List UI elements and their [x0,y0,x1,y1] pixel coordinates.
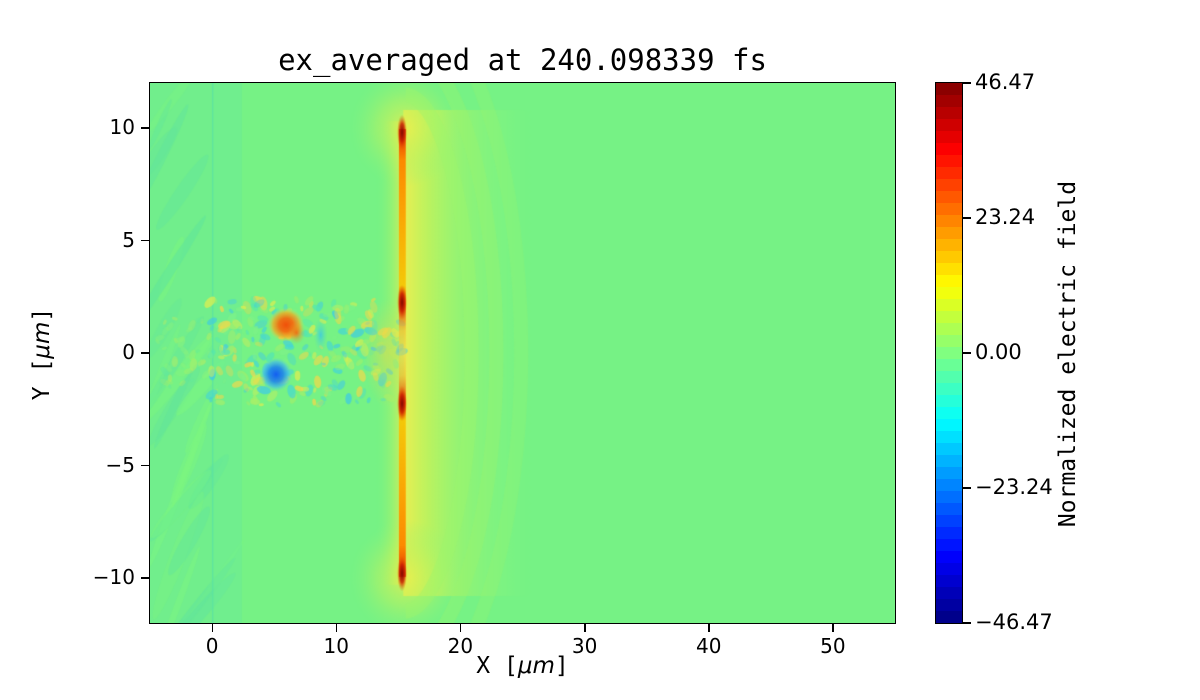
colorbar-tick-mark [963,217,971,219]
x-tick-mark [335,624,338,632]
y-tick-label: 10 [109,115,135,139]
x-tick-mark [832,624,834,632]
y-axis-label-name: Y [ [29,358,55,401]
x-tick-mark [584,624,586,632]
x-tick-label: 0 [205,634,219,658]
y-axis-unit: μm [29,321,55,359]
y-tick-mark [141,352,149,354]
y-tick-label: −10 [92,565,135,589]
colorbar-tick-mark [963,487,971,489]
colorbar-tick-label: −46.47 [975,610,1053,634]
colorbar-tick-label: 23.24 [975,204,1036,229]
y-tick-mark [141,239,149,242]
y-tick-label: −5 [105,452,135,477]
x-axis-label-name: X [ [476,653,518,679]
heatmap-canvas [150,83,895,623]
colorbar-tick-label: −23.24 [975,475,1053,500]
x-tick-mark [459,624,462,632]
x-axis-unit: μm [517,653,555,679]
x-axis-label: X [μm] [150,653,895,679]
y-tick-label: 5 [122,227,135,252]
colorbar-label: Normalized electric field [1055,180,1081,528]
colorbar-tick-mark [963,352,971,354]
x-tick-label: 10 [323,634,349,658]
x-tick-label: 20 [447,634,474,658]
colorbar-tick-label: 46.47 [975,70,1036,94]
plot-title: ex_averaged at 240.098339 fs [278,43,767,77]
y-axis-label-close: ] [29,307,55,322]
x-tick-mark [211,624,214,632]
x-tick-label: 40 [696,634,722,658]
y-tick-mark [141,127,149,129]
x-tick-label: 50 [820,634,846,658]
y-tick-label: 0 [122,340,135,364]
x-tick-label: 30 [571,634,598,658]
x-tick-mark [708,624,710,632]
y-tick-mark [141,577,149,579]
heatmap-plot-area [149,82,896,624]
colorbar-tick-mark [963,82,971,84]
x-axis-label-close: ] [554,653,569,679]
y-axis-label: Y [μm] [26,204,58,504]
colorbar-tick-mark [963,622,971,624]
colorbar-tick-label: 0.00 [975,340,1022,364]
colorbar [935,82,963,624]
y-tick-mark [141,464,149,467]
